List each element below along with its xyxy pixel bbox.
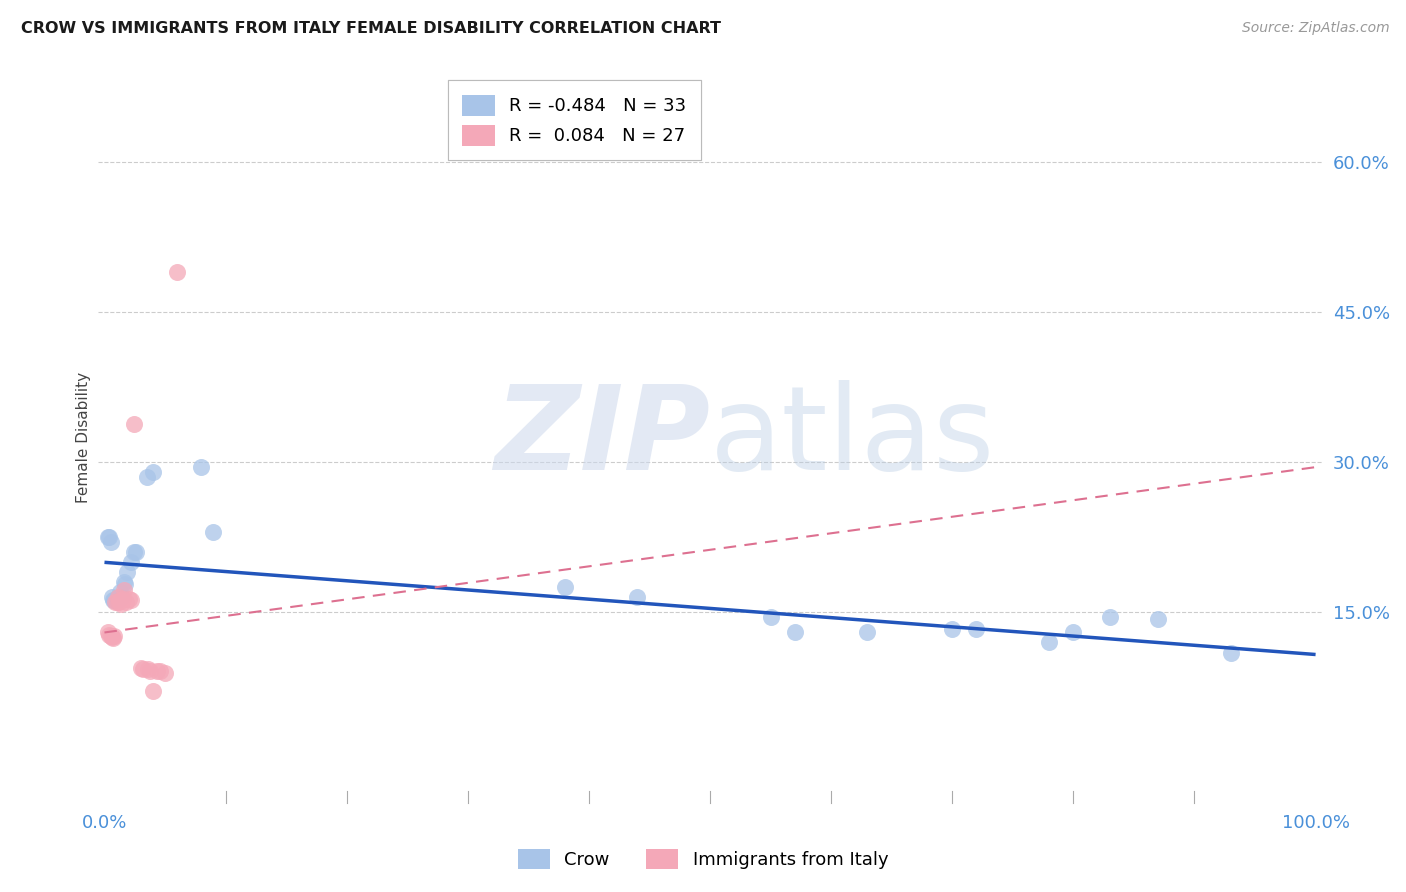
Point — [1038, 635, 1060, 649]
Point — [135, 470, 157, 484]
Point — [142, 683, 165, 698]
Point — [115, 595, 138, 609]
Text: ZIP: ZIP — [494, 380, 710, 494]
Point — [202, 525, 225, 540]
Point — [554, 580, 576, 594]
Point — [1098, 610, 1121, 624]
Point — [966, 623, 988, 637]
Point — [129, 660, 152, 674]
Point — [112, 583, 135, 598]
Point — [120, 593, 142, 607]
Point — [759, 610, 782, 624]
Point — [1219, 646, 1241, 660]
Point — [111, 592, 134, 607]
Point — [136, 661, 159, 675]
Text: CROW VS IMMIGRANTS FROM ITALY FEMALE DISABILITY CORRELATION CHART: CROW VS IMMIGRANTS FROM ITALY FEMALE DIS… — [21, 21, 721, 37]
Point — [783, 625, 806, 640]
Point — [103, 593, 125, 607]
Point — [100, 591, 122, 605]
Point — [118, 592, 141, 607]
Legend: Crow, Immigrants from Italy: Crow, Immigrants from Italy — [509, 839, 897, 879]
Point — [190, 460, 212, 475]
Point — [132, 661, 155, 675]
Point — [149, 664, 172, 678]
Point — [117, 566, 139, 580]
Point — [105, 592, 128, 607]
Point — [142, 465, 165, 479]
Point — [122, 417, 145, 431]
Point — [110, 593, 132, 607]
Point — [100, 630, 122, 644]
Point — [122, 545, 145, 559]
Point — [110, 598, 132, 612]
Point — [114, 577, 136, 591]
Point — [626, 591, 648, 605]
Point — [1062, 625, 1084, 640]
Point — [101, 593, 124, 607]
Point — [97, 625, 120, 640]
Point — [98, 628, 121, 642]
Point — [145, 664, 167, 678]
Point — [97, 530, 120, 544]
Point — [110, 591, 132, 605]
Point — [100, 631, 122, 645]
Point — [108, 595, 131, 609]
Point — [105, 595, 128, 609]
Point — [110, 585, 132, 599]
Point — [100, 535, 122, 549]
Point — [108, 592, 131, 607]
Legend: R = -0.484   N = 33, R =  0.084   N = 27: R = -0.484 N = 33, R = 0.084 N = 27 — [449, 80, 702, 160]
Point — [98, 530, 121, 544]
Point — [104, 595, 127, 609]
Point — [139, 664, 162, 678]
Point — [112, 575, 135, 590]
Y-axis label: Female Disability: Female Disability — [76, 371, 91, 503]
Point — [153, 665, 176, 680]
Point — [107, 592, 129, 607]
Point — [166, 265, 188, 279]
Point — [941, 623, 963, 637]
Point — [103, 630, 125, 644]
Point — [120, 555, 142, 569]
Point — [125, 545, 148, 559]
Text: atlas: atlas — [710, 380, 995, 494]
Text: Source: ZipAtlas.com: Source: ZipAtlas.com — [1241, 21, 1389, 36]
Point — [101, 632, 124, 646]
Point — [1147, 612, 1170, 626]
Point — [856, 625, 879, 640]
Point — [107, 591, 129, 605]
